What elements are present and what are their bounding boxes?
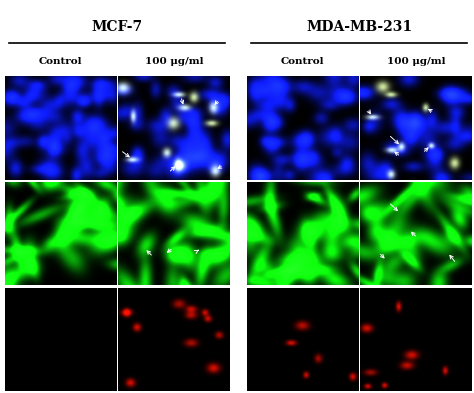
Text: 100 μg/ml: 100 μg/ml	[145, 57, 203, 66]
Text: MDA-MB-231: MDA-MB-231	[306, 20, 412, 34]
Text: 100 μg/ml: 100 μg/ml	[387, 57, 445, 66]
Text: Control: Control	[38, 57, 82, 66]
Text: MCF-7: MCF-7	[91, 20, 143, 34]
Text: Control: Control	[281, 57, 324, 66]
